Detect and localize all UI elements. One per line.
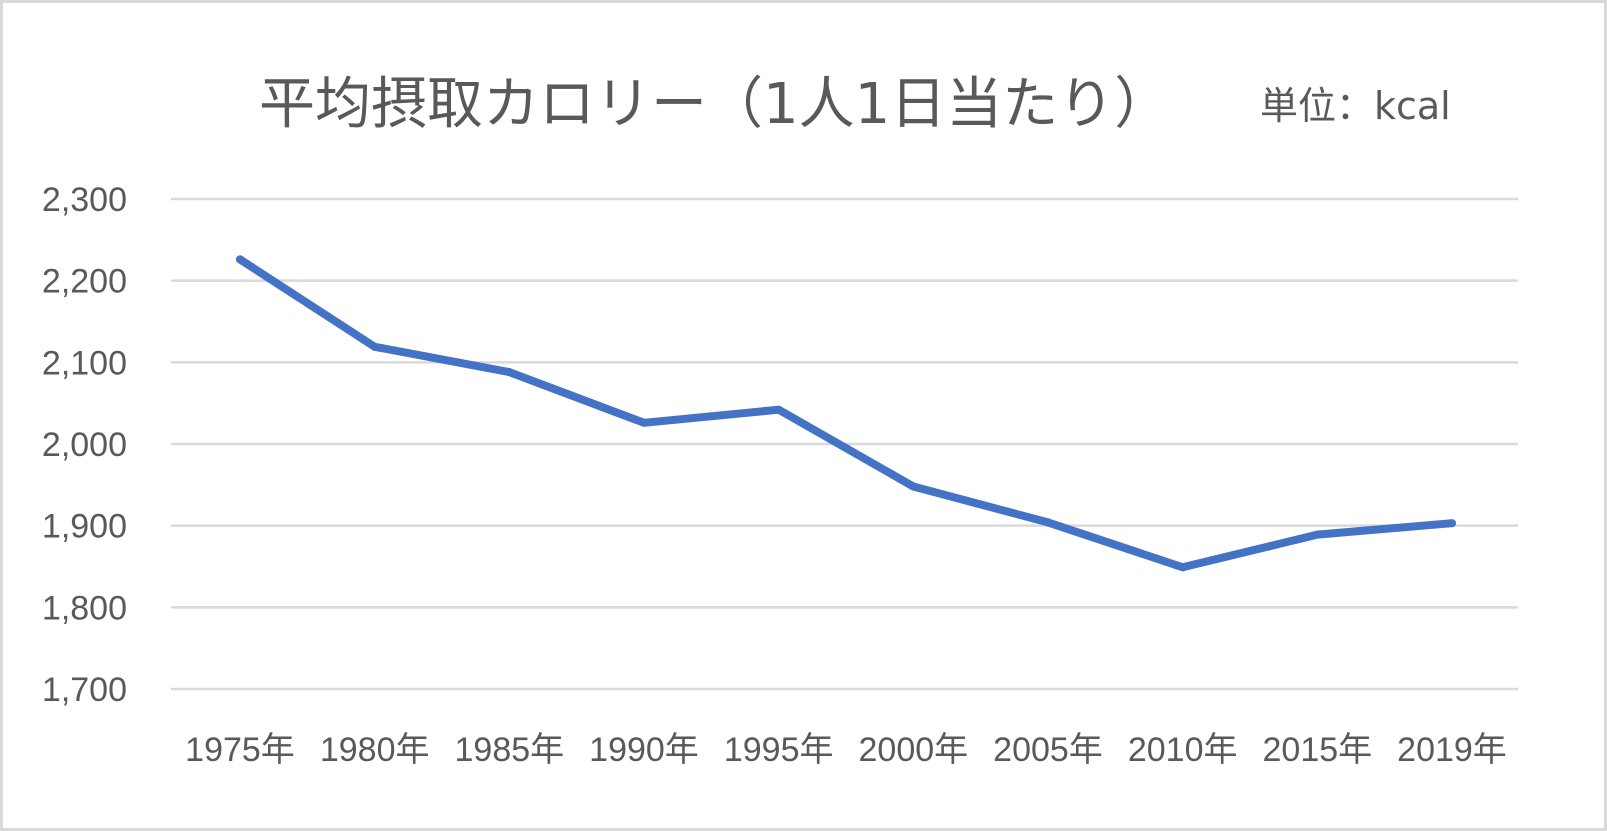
x-tick-label: 1980年 (320, 731, 430, 769)
x-tick-label: 1995年 (724, 731, 834, 769)
x-tick-label: 2019年 (1397, 731, 1507, 769)
data-point (774, 405, 783, 414)
x-axis-tick-labels: 1975年 1980年 1985年 1990年 1995年 2000年 2005年 2010年… (185, 731, 1507, 769)
x-tick-label: 2010年 (1128, 731, 1238, 769)
data-point (236, 255, 244, 264)
y-tick-label: 1,900 (42, 508, 127, 546)
data-point (1044, 518, 1052, 527)
y-tick-label: 2,300 (42, 181, 127, 219)
y-tick-label: 2,200 (42, 263, 127, 301)
line-chart: 平均摂取カロリー（1人1日当たり） 単位：kcal 1,700 1,800 1,90… (42, 72, 1518, 769)
x-tick-label: 2000年 (859, 731, 969, 769)
y-tick-label: 2,100 (42, 344, 127, 382)
x-tick-label: 2015年 (1263, 731, 1373, 769)
data-point (640, 418, 648, 427)
data-point (1448, 519, 1456, 528)
series-layer (236, 255, 1456, 572)
data-point (1178, 563, 1187, 572)
x-tick-label: 2005年 (993, 731, 1103, 769)
x-tick-label: 1975年 (185, 731, 295, 769)
series-line (236, 255, 1456, 572)
x-tick-label: 1990年 (589, 731, 699, 769)
y-tick-label: 1,700 (42, 671, 127, 709)
data-point (1313, 530, 1322, 539)
data-point (370, 342, 379, 351)
unit-label: 単位：kcal (1260, 84, 1451, 128)
data-point (505, 368, 514, 377)
gridlines (171, 197, 1518, 691)
data-point (909, 482, 918, 491)
y-tick-label: 2,000 (42, 426, 127, 464)
chart-title: 平均摂取カロリー（1人1日当たり） (259, 72, 1170, 137)
x-tick-label: 1985年 (455, 731, 565, 769)
y-axis-tick-labels: 1,700 1,800 1,900 2,000 2,100 2,200 2,300 (42, 181, 127, 709)
y-tick-label: 1,800 (42, 589, 127, 627)
